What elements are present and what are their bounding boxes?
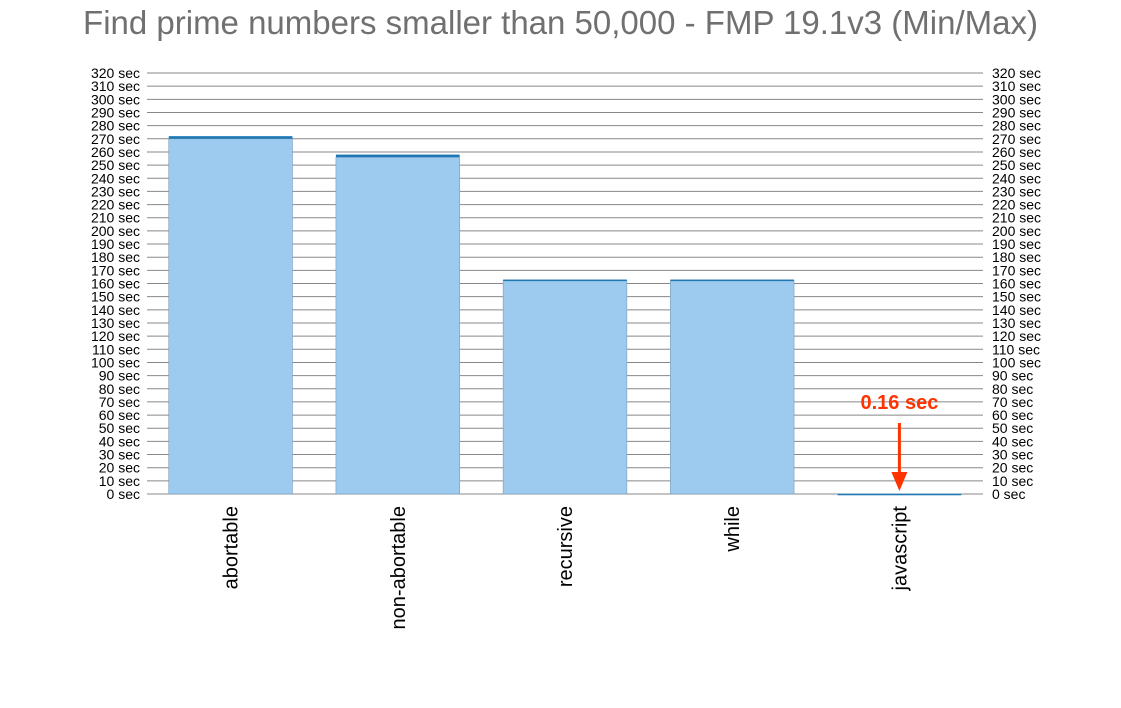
y-tick-label-right: 280 sec: [992, 118, 1041, 134]
annotations: 0.16 sec: [860, 392, 938, 491]
y-tick-label-left: 60 sec: [99, 407, 140, 423]
y-tick-label-right: 270 sec: [992, 131, 1041, 147]
y-tick-label-right: 140 sec: [992, 302, 1041, 318]
y-tick-label-left: 90 sec: [99, 368, 140, 384]
y-tick-label-left: 20 sec: [99, 460, 140, 476]
y-tick-label-right: 260 sec: [992, 144, 1041, 160]
y-tick-label-left: 40 sec: [99, 433, 140, 449]
category-label-while: while: [722, 506, 744, 553]
y-tick-label-right: 180 sec: [992, 249, 1041, 265]
bar-min-abortable: [168, 138, 293, 495]
y-tick-label-left: 320 sec: [91, 65, 140, 81]
y-tick-label-left: 280 sec: [91, 118, 140, 134]
y-tick-label-right: 60 sec: [992, 407, 1033, 423]
category-label-recursive: recursive: [555, 506, 577, 587]
bars: [168, 136, 962, 496]
y-tick-label-right: 40 sec: [992, 433, 1033, 449]
y-tick-label-right: 10 sec: [992, 473, 1033, 489]
y-tick-label-right: 320 sec: [992, 65, 1041, 81]
y-tick-label-right: 230 sec: [992, 183, 1041, 199]
y-tick-label-left: 70 sec: [99, 394, 140, 410]
y-tick-label-right: 220 sec: [992, 197, 1041, 213]
y-tick-label-left: 100 sec: [91, 354, 140, 370]
y-tick-label-right: 200 sec: [992, 223, 1041, 239]
y-tick-label-right: 130 sec: [992, 315, 1041, 331]
y-tick-label-right: 0 sec: [992, 486, 1025, 502]
y-tick-label-right: 210 sec: [992, 210, 1041, 226]
bar-max-cap-recursive: [503, 279, 627, 282]
category-label-abortable: abortable: [221, 506, 243, 589]
y-tick-label-left: 290 sec: [91, 104, 140, 120]
annotation-label: 0.16 sec: [860, 392, 938, 414]
y-tick-label-right: 120 sec: [992, 328, 1041, 344]
y-tick-label-right: 20 sec: [992, 460, 1033, 476]
y-tick-label-left: 30 sec: [99, 447, 140, 463]
y-tick-label-left: 210 sec: [91, 210, 140, 226]
y-tick-label-right: 80 sec: [992, 381, 1033, 397]
y-tick-label-left: 310 sec: [91, 78, 140, 94]
y-tick-label-right: 250 sec: [992, 157, 1041, 173]
annotation-arrow-head: [891, 472, 908, 491]
y-tick-label-left: 220 sec: [91, 197, 140, 213]
y-tick-label-left: 300 sec: [91, 91, 140, 107]
bar-max-cap-javascript: [837, 493, 962, 496]
y-tick-label-right: 190 sec: [992, 236, 1041, 252]
y-tick-label-right: 300 sec: [992, 91, 1041, 107]
y-tick-label-left: 260 sec: [91, 144, 140, 160]
y-tick-label-right: 110 sec: [992, 341, 1040, 357]
y-tick-label-left: 150 sec: [91, 289, 140, 305]
bar-max-cap-while: [670, 279, 795, 282]
y-tick-label-left: 80 sec: [99, 381, 140, 397]
chart-title: Find prime numbers smaller than 50,000 -…: [83, 4, 1038, 41]
y-tick-label-left: 170 sec: [91, 262, 140, 278]
y-tick-label-right: 170 sec: [992, 262, 1041, 278]
y-tick-label-right: 240 sec: [992, 170, 1041, 186]
y-tick-label-left: 110 sec: [92, 341, 140, 357]
y-tick-label-left: 240 sec: [91, 170, 140, 186]
bar-max-cap-non-abortable: [335, 154, 460, 158]
y-tick-label-left: 250 sec: [91, 157, 140, 173]
y-tick-label-left: 180 sec: [91, 249, 140, 265]
y-tick-label-right: 30 sec: [992, 447, 1033, 463]
bar-min-non-abortable: [335, 156, 460, 495]
bar-min-while: [670, 280, 795, 495]
y-tick-label-left: 230 sec: [91, 183, 140, 199]
bar-max-cap-abortable: [168, 136, 293, 139]
y-tick-label-left: 130 sec: [91, 315, 140, 331]
y-tick-label-left: 200 sec: [91, 223, 140, 239]
y-tick-label-left: 160 sec: [91, 276, 140, 292]
y-tick-label-right: 70 sec: [992, 394, 1033, 410]
y-tick-label-right: 150 sec: [992, 289, 1041, 305]
bar-min-recursive: [502, 280, 628, 495]
x-axis-categories: abortable non-abortable recursive while java…: [221, 506, 912, 630]
y-tick-label-left: 120 sec: [91, 328, 140, 344]
y-tick-label-left: 50 sec: [99, 420, 140, 436]
y-tick-label-right: 90 sec: [992, 368, 1033, 384]
category-label-non-abortable: non-abortable: [388, 506, 410, 629]
y-tick-label-left: 140 sec: [91, 302, 140, 318]
y-tick-label-right: 50 sec: [992, 420, 1033, 436]
y-tick-label-left: 270 sec: [91, 131, 140, 147]
category-label-javascript: javascript: [889, 506, 911, 592]
y-tick-label-left: 0 sec: [107, 486, 140, 502]
y-tick-label-right: 100 sec: [992, 354, 1041, 370]
y-tick-label-right: 290 sec: [992, 104, 1041, 120]
y-tick-label-right: 310 sec: [992, 78, 1041, 94]
y-tick-label-right: 160 sec: [992, 276, 1041, 292]
y-tick-label-left: 190 sec: [91, 236, 140, 252]
y-tick-label-left: 10 sec: [99, 473, 140, 489]
